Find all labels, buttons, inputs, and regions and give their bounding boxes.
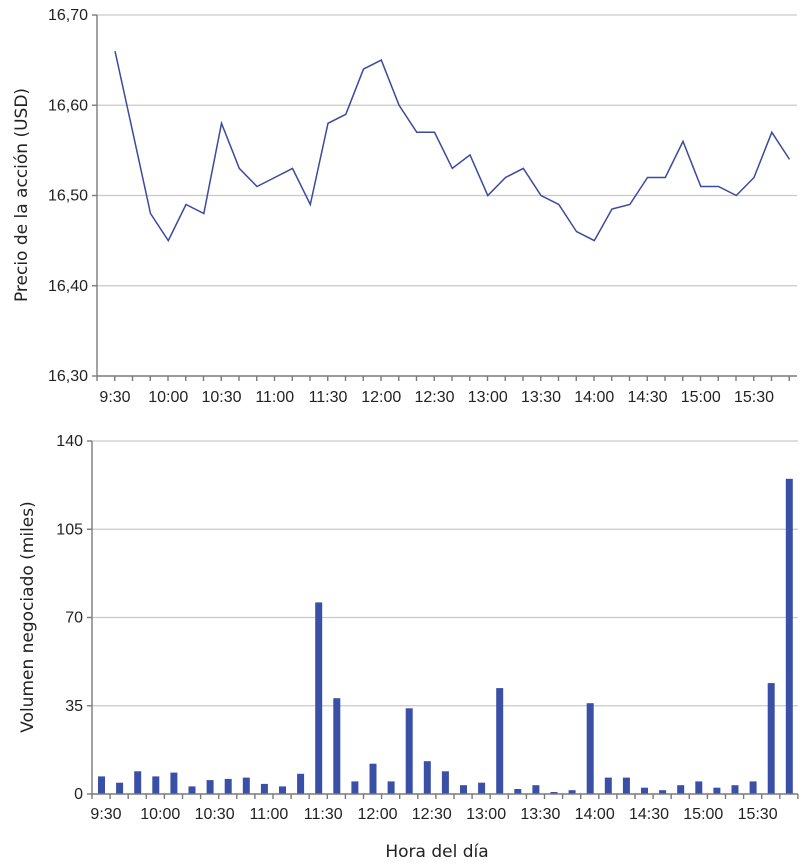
volume-bar	[423, 761, 431, 794]
x-tick-label: 9:30	[99, 389, 130, 406]
x-tick-label: 10:30	[201, 389, 241, 406]
x-axis-title: Hora del día	[385, 842, 488, 862]
price-gridlines	[97, 14, 797, 287]
y-tick-label: 16,50	[48, 188, 88, 205]
volume-bar	[333, 698, 341, 794]
price-x-ticks: 9:30 10:00 10:30 11:00 11:30 12:00 12:30 13:00 1…	[96, 376, 790, 406]
x-tick-label: 12:30	[412, 806, 452, 823]
volume-bar	[98, 776, 105, 794]
volume-bar	[224, 778, 232, 794]
volume-bar	[731, 785, 739, 794]
volume-bar	[188, 786, 196, 794]
x-tick-label: 14:30	[629, 806, 669, 823]
x-tick-label: 14:00	[575, 806, 615, 823]
x-tick-label: 13:30	[521, 389, 561, 406]
volume-bar	[568, 790, 576, 794]
x-tick-label: 12:00	[357, 806, 397, 823]
volume-bar	[622, 777, 630, 794]
volume-y-axis-title: Volumen negociado (miles)	[18, 501, 38, 733]
y-tick-label: 35	[65, 698, 83, 715]
y-tick-label: 70	[65, 610, 83, 627]
x-tick-label: 13:00	[468, 389, 508, 406]
volume-gridlines	[92, 440, 798, 707]
volume-bar	[478, 782, 486, 794]
volume-bar	[206, 780, 214, 794]
volume-bar	[713, 787, 721, 794]
y-tick-label: 16,70	[48, 7, 88, 24]
volume-bar	[134, 771, 142, 794]
x-tick-label: 15:30	[734, 389, 774, 406]
volume-bar	[695, 781, 703, 794]
volume-bar	[369, 763, 377, 794]
x-tick-label: 12:30	[414, 389, 454, 406]
volume-bar	[659, 790, 667, 794]
volume-bar	[387, 781, 395, 794]
volume-bar	[315, 602, 323, 794]
volume-bar	[532, 785, 540, 794]
volume-bar	[297, 773, 305, 794]
volume-bar	[351, 781, 359, 794]
x-tick-label: 13:30	[520, 806, 560, 823]
volume-bar	[749, 781, 757, 794]
volume-bar	[260, 783, 268, 794]
volume-bar	[116, 782, 124, 794]
price-line	[114, 50, 791, 243]
volume-bar	[242, 777, 250, 794]
volume-bar	[441, 771, 449, 794]
y-tick-label: 16,60	[48, 97, 88, 114]
y-tick-label: 105	[56, 521, 83, 538]
volume-bar	[604, 777, 612, 794]
x-tick-label: 10:00	[148, 389, 188, 406]
volume-bar	[279, 786, 286, 794]
price-y-ticks: 16,30 16,40 16,50 16,60 16,70	[48, 7, 97, 385]
x-tick-label: 15:30	[738, 806, 778, 823]
x-tick-label: 11:00	[255, 389, 294, 406]
volume-bar	[514, 789, 522, 794]
y-tick-label: 0	[74, 786, 83, 803]
volume-bar	[496, 688, 504, 794]
volume-bar	[586, 703, 594, 794]
y-tick-label: 140	[56, 433, 83, 450]
x-tick-label: 9:30	[90, 806, 121, 823]
x-tick-label: 14:30	[627, 389, 667, 406]
volume-bar	[460, 785, 467, 794]
y-tick-label: 16,40	[48, 278, 88, 295]
x-tick-label: 10:00	[140, 806, 180, 823]
x-tick-label: 11:30	[309, 389, 348, 406]
volume-bars	[98, 478, 793, 794]
volume-bar	[152, 776, 160, 794]
volume-bar	[767, 683, 775, 794]
x-tick-label: 15:00	[683, 806, 723, 823]
volume-bar	[405, 708, 413, 794]
volume-bar	[677, 785, 685, 794]
x-tick-label: 12:00	[361, 389, 401, 406]
volume-bar	[550, 792, 558, 794]
price-y-axis-title: Precio de la acción (USD)	[12, 88, 32, 302]
x-tick-label: 11:00	[249, 806, 288, 823]
x-tick-label: 11:30	[304, 806, 343, 823]
x-tick-label: 13:00	[466, 806, 506, 823]
y-tick-label: 16,30	[48, 368, 88, 385]
x-tick-label: 15:00	[681, 389, 721, 406]
volume-bar	[785, 478, 793, 794]
volume-bar	[641, 787, 648, 794]
x-tick-label: 10:30	[195, 806, 235, 823]
volume-y-ticks: 0 35 70 105 140	[56, 433, 92, 803]
volume-bar	[170, 772, 178, 794]
x-tick-label: 14:00	[574, 389, 614, 406]
volume-x-ticks: 9:30 10:00 10:30 11:00 11:30 12:00 12:30 13:00 1…	[90, 794, 799, 823]
